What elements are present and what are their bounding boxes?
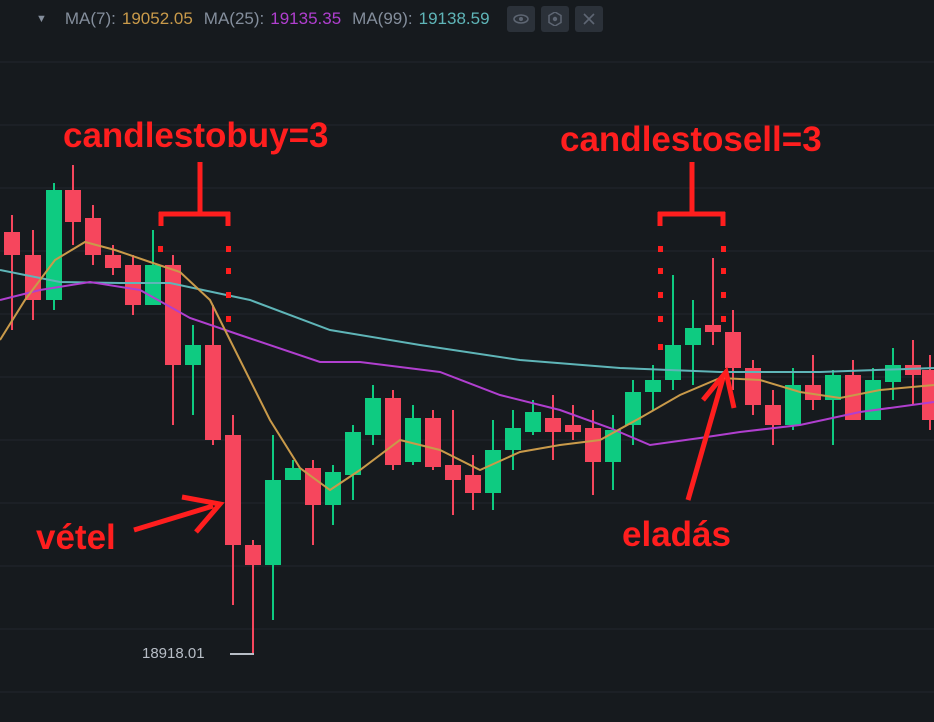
up-candle bbox=[785, 368, 801, 430]
down-candle bbox=[845, 360, 861, 420]
buy-label: vétel bbox=[36, 518, 116, 557]
sell-dot bbox=[658, 316, 663, 322]
down-candle bbox=[922, 355, 934, 430]
up-candle bbox=[505, 410, 521, 470]
down-candle bbox=[125, 255, 141, 315]
sell-dot bbox=[658, 292, 663, 298]
sell-dot bbox=[721, 316, 726, 322]
gear-icon[interactable] bbox=[540, 6, 569, 32]
low-price-tick bbox=[230, 653, 254, 655]
ma99-value: 19138.59 bbox=[418, 9, 490, 28]
down-candle bbox=[225, 415, 241, 605]
up-candle bbox=[405, 405, 421, 465]
down-candle bbox=[245, 540, 261, 655]
sell-arrow-shaft bbox=[685, 377, 726, 501]
down-candle bbox=[385, 390, 401, 470]
up-candle bbox=[185, 325, 201, 415]
sell-dot bbox=[658, 344, 663, 350]
buy-arrow-shaft bbox=[133, 503, 214, 533]
up-candle bbox=[345, 425, 361, 500]
ma25-value: 19135.35 bbox=[270, 9, 342, 28]
ma7-value: 19052.05 bbox=[121, 9, 193, 28]
ma25-line bbox=[0, 280, 934, 447]
close-icon[interactable] bbox=[574, 6, 603, 32]
collapse-caret-icon[interactable]: ▼ bbox=[36, 13, 47, 25]
up-candle bbox=[265, 435, 281, 620]
ma7-label: MA(7): bbox=[64, 9, 116, 28]
up-candle bbox=[645, 365, 661, 410]
down-candle bbox=[905, 340, 921, 405]
sell-dot bbox=[721, 292, 726, 298]
down-candle bbox=[465, 455, 481, 510]
buy-rule-annotation: candlestobuy=3 bbox=[63, 116, 329, 155]
sell-dot bbox=[721, 246, 726, 252]
down-candle bbox=[745, 360, 761, 415]
buy-dot bbox=[226, 268, 231, 274]
buy-dot bbox=[226, 292, 231, 298]
low-price-label: 18918.01 bbox=[142, 645, 205, 662]
down-candle bbox=[205, 305, 221, 445]
down-candle bbox=[65, 165, 81, 245]
buy-dot bbox=[226, 316, 231, 322]
sell-dot bbox=[721, 268, 726, 274]
sell-dot bbox=[658, 246, 663, 252]
sell-arrowhead bbox=[701, 366, 737, 409]
down-candle bbox=[545, 395, 561, 460]
buy-dot bbox=[158, 246, 163, 252]
candles bbox=[4, 165, 934, 655]
down-candle bbox=[585, 410, 601, 495]
up-candle bbox=[665, 275, 681, 390]
ma99-line bbox=[0, 269, 934, 373]
up-candle bbox=[325, 465, 341, 525]
down-candle bbox=[565, 405, 581, 440]
ma25-label: MA(25): bbox=[203, 9, 265, 28]
down-candle bbox=[165, 255, 181, 425]
down-candle bbox=[805, 355, 821, 410]
ma-legend: ▼ MA(7): 19052.05 MA(25): 19135.35 MA(99… bbox=[36, 6, 603, 32]
sell-label: eladás bbox=[622, 515, 731, 554]
down-candle bbox=[765, 390, 781, 445]
up-candle bbox=[625, 380, 641, 445]
eye-icon[interactable] bbox=[506, 6, 535, 32]
up-candle bbox=[825, 370, 841, 445]
up-candle bbox=[685, 300, 701, 385]
down-candle bbox=[305, 460, 321, 545]
up-candle bbox=[365, 385, 381, 445]
annotation-markers bbox=[133, 162, 737, 534]
up-candle bbox=[285, 460, 301, 480]
down-candle bbox=[705, 258, 721, 345]
up-candle bbox=[605, 415, 621, 490]
up-candle bbox=[885, 348, 901, 400]
up-candle bbox=[865, 368, 881, 420]
sell-rule-annotation: candlestosell=3 bbox=[560, 120, 822, 159]
moving-average-lines bbox=[0, 240, 934, 492]
down-candle bbox=[425, 410, 441, 470]
down-candle bbox=[725, 310, 741, 390]
ma7-line bbox=[0, 240, 934, 492]
ma99-label: MA(99): bbox=[352, 9, 413, 28]
sell-dot bbox=[658, 268, 663, 274]
chart-grid bbox=[0, 61, 934, 693]
down-candle bbox=[85, 205, 101, 265]
up-candle bbox=[525, 400, 541, 435]
buy-arrowhead bbox=[181, 494, 225, 534]
down-candle bbox=[445, 410, 461, 515]
up-candle bbox=[46, 183, 62, 310]
buy-dot bbox=[226, 246, 231, 252]
